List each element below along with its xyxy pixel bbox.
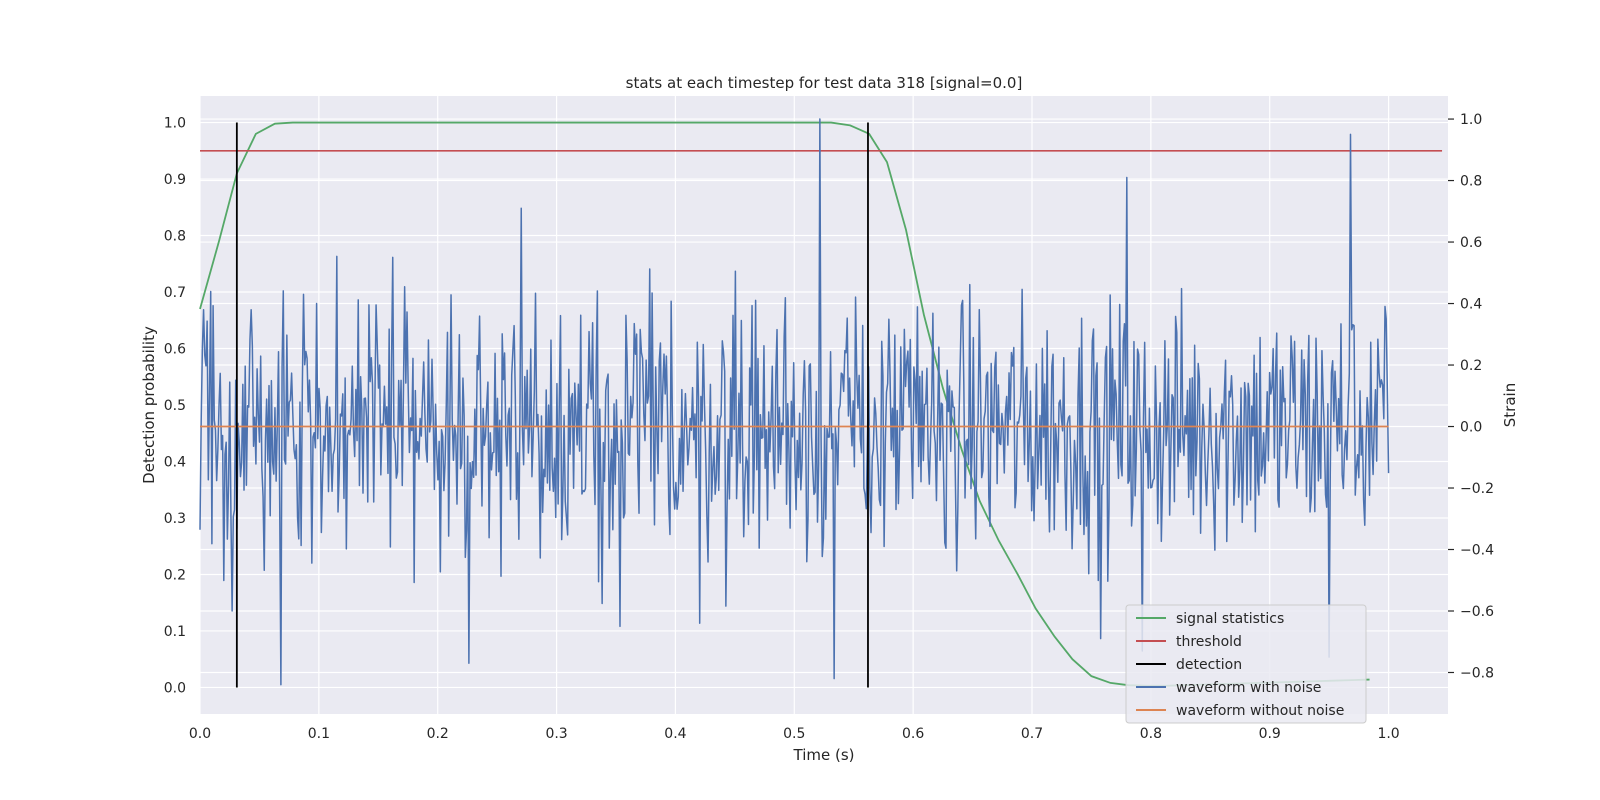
legend-label-signal-statistics: signal statistics bbox=[1176, 611, 1284, 627]
y-tick-label-9: 0.9 bbox=[164, 172, 186, 188]
x-tick-label-3: 0.3 bbox=[545, 726, 567, 742]
y2-tick-label-3: 0.4 bbox=[1460, 297, 1482, 313]
y-tick-label-0: 0.0 bbox=[164, 680, 186, 696]
x-tick-label-9: 0.9 bbox=[1259, 726, 1281, 742]
y2-tick-label-8: −0.6 bbox=[1460, 604, 1494, 620]
x-tick-label-10: 1.0 bbox=[1377, 726, 1399, 742]
data-layer bbox=[199, 118, 1443, 688]
legend: signal statistics threshold detection wa… bbox=[1125, 604, 1367, 724]
y-tick-label-4: 0.4 bbox=[164, 454, 186, 470]
y2-tick-label-6: −0.2 bbox=[1460, 481, 1494, 497]
x-tick-label-6: 0.6 bbox=[902, 726, 924, 742]
y-tick-label-2: 0.2 bbox=[164, 567, 186, 583]
y2-tick-label-1: 0.8 bbox=[1460, 174, 1482, 190]
legend-label-threshold: threshold bbox=[1176, 634, 1242, 650]
x-tick-label-5: 0.5 bbox=[783, 726, 805, 742]
x-tick-label-2: 0.2 bbox=[427, 726, 449, 742]
y-tick-label-7: 0.7 bbox=[164, 285, 186, 301]
y2-tick-label-7: −0.4 bbox=[1460, 543, 1494, 559]
chart-title: stats at each timestep for test data 318… bbox=[626, 74, 1023, 92]
x-tick-label-1: 0.1 bbox=[308, 726, 330, 742]
y2-tick-label-5: 0.0 bbox=[1460, 420, 1482, 436]
y2-tick-label-9: −0.8 bbox=[1460, 665, 1494, 681]
ticks: 0.0 0.1 0.2 0.3 0.4 0.5 0.6 0.7 0.8 0.9 1.0 0.0 0.1 0… bbox=[164, 112, 1494, 742]
legend-box bbox=[1125, 604, 1367, 724]
x-tick-label-0: 0.0 bbox=[189, 726, 211, 742]
y-tick-label-8: 0.8 bbox=[164, 229, 186, 245]
legend-label-waveform-with-noise: waveform with noise bbox=[1176, 680, 1321, 696]
y-tick-label-6: 0.6 bbox=[164, 342, 186, 358]
x-axis-label: Time (s) bbox=[793, 746, 855, 764]
x-tick-label-8: 0.8 bbox=[1140, 726, 1162, 742]
legend-label-waveform-without-noise: waveform without noise bbox=[1176, 703, 1344, 719]
y-axis-label: Detection probability bbox=[140, 326, 158, 484]
y2-tick-label-4: 0.2 bbox=[1460, 358, 1482, 374]
y2-tick-label-2: 0.6 bbox=[1460, 235, 1482, 251]
y-tick-label-3: 0.3 bbox=[164, 511, 186, 527]
y2-tick-label-0: 1.0 bbox=[1460, 112, 1482, 128]
x-tick-label-7: 0.7 bbox=[1021, 726, 1043, 742]
x-tick-label-4: 0.4 bbox=[664, 726, 686, 742]
y-tick-label-1: 0.1 bbox=[164, 624, 186, 640]
y-tick-label-10: 1.0 bbox=[164, 116, 186, 132]
y-tick-label-5: 0.5 bbox=[164, 398, 186, 414]
y2-axis-label: Strain bbox=[1501, 383, 1519, 427]
legend-label-detection: detection bbox=[1176, 657, 1242, 673]
